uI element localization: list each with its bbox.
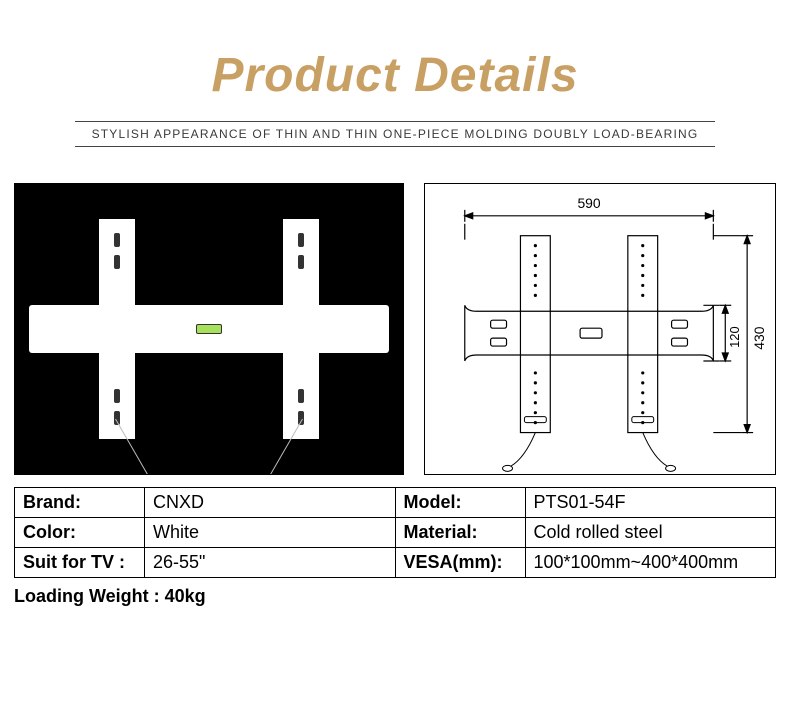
- slot-icon: [298, 233, 304, 247]
- spec-value: White: [145, 518, 396, 548]
- table-row: Suit for TV : 26-55" VESA(mm): 100*100mm…: [15, 548, 776, 578]
- dim-width-label: 590: [577, 195, 600, 211]
- bracket-illustration: [29, 219, 389, 439]
- spec-label: Suit for TV :: [15, 548, 145, 578]
- spec-label: Brand:: [15, 488, 145, 518]
- spec-label: Model:: [395, 488, 525, 518]
- table-row: Brand: CNXD Model: PTS01-54F: [15, 488, 776, 518]
- product-photo-panel: [14, 183, 404, 475]
- dim-height-label: 430: [751, 326, 767, 349]
- dim-plate-label: 120: [727, 326, 742, 348]
- spec-label: Color:: [15, 518, 145, 548]
- table-row: Color: White Material: Cold rolled steel: [15, 518, 776, 548]
- spec-label: VESA(mm):: [395, 548, 525, 578]
- spec-value: PTS01-54F: [525, 488, 776, 518]
- subtitle-rule: STYLISH APPEARANCE OF THIN AND THIN ONE-…: [75, 121, 715, 147]
- bracket-arm-left: [99, 219, 135, 439]
- figure-row: 590 430 120: [14, 183, 776, 475]
- spec-value: Cold rolled steel: [525, 518, 776, 548]
- bracket-arm-right: [283, 219, 319, 439]
- spec-table: Brand: CNXD Model: PTS01-54F Color: Whit…: [14, 487, 776, 578]
- slot-icon: [114, 389, 120, 403]
- slot-icon: [298, 255, 304, 269]
- slot-icon: [114, 233, 120, 247]
- spirit-level-icon: [196, 324, 222, 334]
- loading-weight: Loading Weight : 40kg: [0, 578, 790, 607]
- slot-icon: [114, 255, 120, 269]
- technical-drawing: 590 430 120: [425, 184, 775, 474]
- slot-icon: [298, 389, 304, 403]
- page-subtitle: STYLISH APPEARANCE OF THIN AND THIN ONE-…: [75, 127, 715, 141]
- spec-table-wrap: Brand: CNXD Model: PTS01-54F Color: Whit…: [14, 487, 776, 578]
- spec-value: 26-55": [145, 548, 396, 578]
- header: Product Details STYLISH APPEARANCE OF TH…: [0, 0, 790, 147]
- spec-value: CNXD: [145, 488, 396, 518]
- page-title: Product Details: [0, 48, 790, 103]
- spec-value: 100*100mm~400*400mm: [525, 548, 776, 578]
- technical-diagram-panel: 590 430 120: [424, 183, 776, 475]
- spec-label: Material:: [395, 518, 525, 548]
